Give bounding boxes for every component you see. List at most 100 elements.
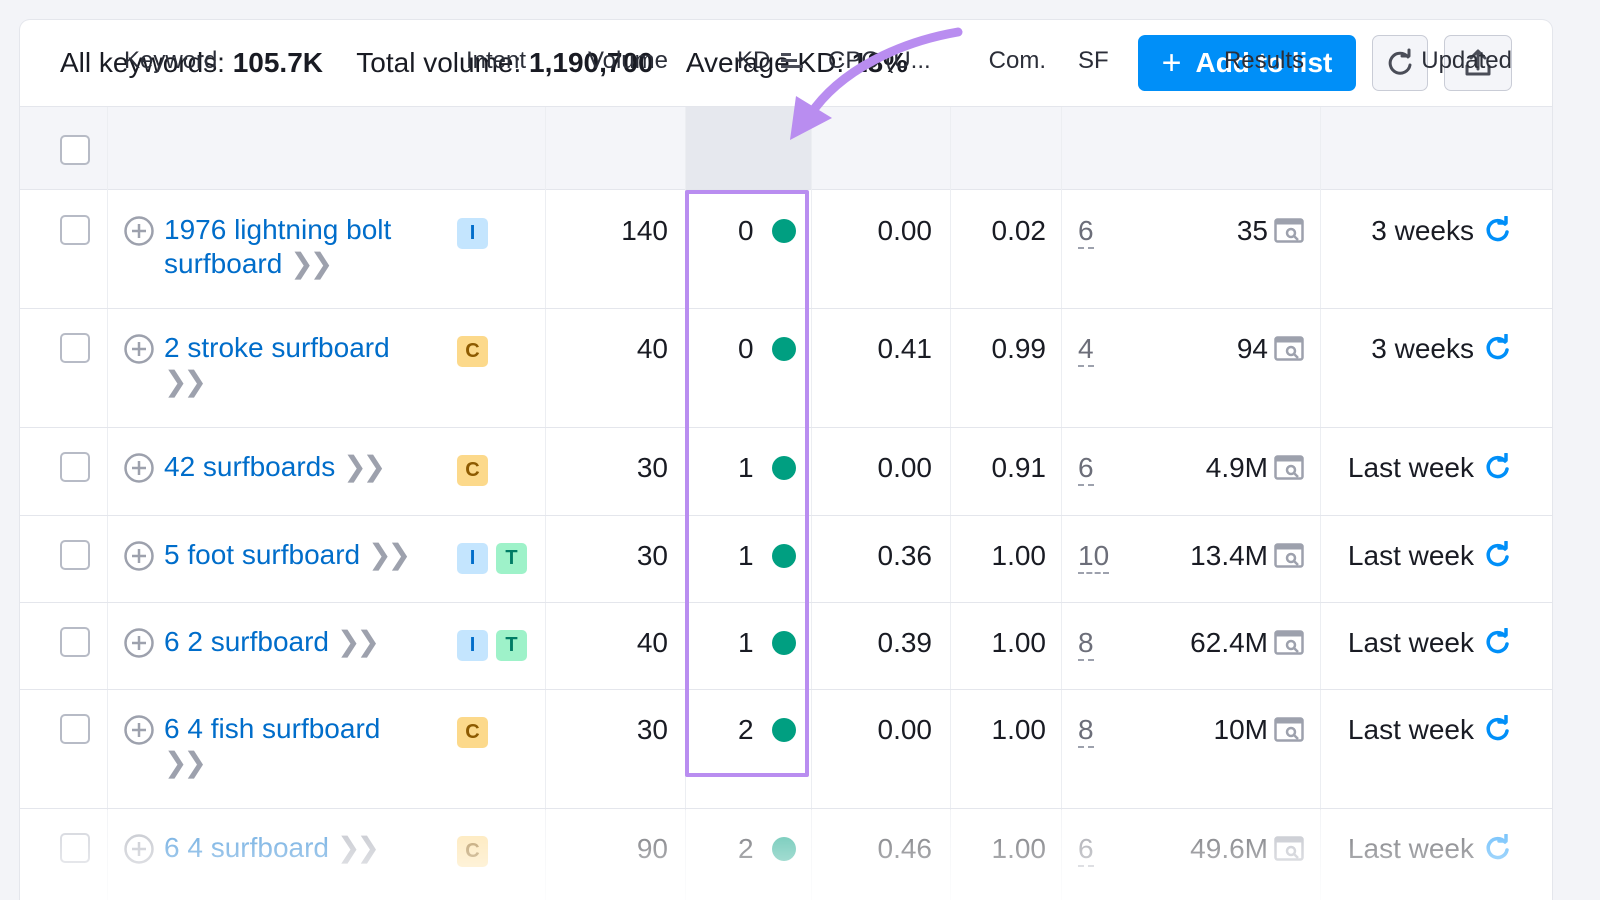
keyword-link[interactable]: 5 foot surfboard ❯❯ [164,538,411,572]
col-keyword[interactable]: Keyword [124,47,218,74]
keyword-text: 5 foot surfboard [164,539,361,570]
volume-value: 140 [621,215,668,246]
refresh-icon[interactable] [1484,334,1512,362]
col-intent[interactable]: Intent [465,47,526,74]
keyword-link[interactable]: 6 4 surfboard ❯❯ [164,831,380,865]
col-divider [545,107,546,900]
sf-cell[interactable]: 4 [1078,333,1094,367]
add-keyword-icon[interactable] [123,627,155,659]
volume-value: 30 [636,452,668,483]
com-value: 1.00 [991,627,1047,658]
sf-cell[interactable]: 8 [1078,627,1094,661]
sf-cell[interactable]: 8 [1078,714,1094,748]
intent-badge: C [457,455,488,486]
kd-indicator-dot [771,337,796,361]
col-sf[interactable]: SF [1078,47,1109,74]
row-checkbox[interactable] [60,333,90,363]
serp-preview-icon[interactable] [1274,630,1304,656]
keyword-link[interactable]: 2 stroke surfboard ❯❯ [164,331,390,399]
add-keyword-icon[interactable] [123,833,155,865]
chevron-double-right-icon[interactable]: ❯❯ [337,626,380,657]
chevron-double-right-icon[interactable]: ❯❯ [164,747,207,778]
col-results[interactable]: Results [1223,47,1304,74]
keyword-line: 5 foot surfboard ❯❯ [164,538,411,572]
add-keyword-icon[interactable] [123,333,155,365]
summary-stats: All keywords: 105.7K Total volume: 1,190… [60,47,934,79]
sf-cell[interactable]: 6 [1078,833,1094,867]
add-keyword-icon[interactable] [123,540,155,572]
col-divider [1061,107,1062,900]
results-cell: 62.4M [1120,627,1304,659]
kd-value: 2 [738,833,754,864]
row-checkbox[interactable] [60,452,90,482]
sf-value[interactable]: 8 [1078,714,1094,748]
chevron-double-right-icon[interactable]: ❯❯ [368,539,411,570]
updated-value: Last week [1347,452,1474,483]
updated-cell: Last week [1320,714,1512,746]
sort-icon [781,53,804,68]
sf-value[interactable]: 6 [1078,452,1094,486]
refresh-icon[interactable] [1484,715,1512,743]
sf-cell[interactable]: 10 [1078,540,1110,574]
serp-preview-icon[interactable] [1274,218,1304,244]
select-all-checkbox[interactable] [60,135,90,165]
col-divider [811,107,812,900]
keyword-link[interactable]: 42 surfboards ❯❯ [164,450,386,484]
volume-value: 30 [636,540,668,571]
refresh-icon[interactable] [1484,453,1512,481]
row-checkbox[interactable] [60,833,90,863]
keyword-link[interactable]: 6 2 surfboard ❯❯ [164,625,380,659]
kd-value: 1 [738,627,754,658]
export-button[interactable] [1444,35,1512,91]
total-volume-value: 1,190,700 [529,47,654,78]
chevron-double-right-icon[interactable]: ❯❯ [164,366,207,397]
sf-value[interactable]: 10 [1078,540,1110,574]
serp-preview-icon[interactable] [1274,455,1304,481]
row-checkbox[interactable] [60,714,90,744]
col-updated[interactable]: Updated [1421,47,1512,74]
export-icon [1465,49,1491,76]
serp-preview-icon[interactable] [1274,336,1304,362]
keyword-text: 6 2 surfboard [164,626,329,657]
sf-cell[interactable]: 6 [1078,215,1094,249]
table-row: 6 4 fish surfboard ❯❯ C 30 2 0.00 1.00 8 10M Last… [20,689,1552,809]
kd-indicator-dot [771,544,796,568]
col-kd[interactable]: KD [737,20,804,102]
refresh-button[interactable] [1372,35,1428,91]
row-checkbox[interactable] [60,627,90,657]
sf-cell[interactable]: 6 [1078,452,1094,486]
refresh-icon[interactable] [1484,834,1512,862]
refresh-icon[interactable] [1484,541,1512,569]
volume-value: 30 [636,714,668,745]
chevron-double-right-icon[interactable]: ❯❯ [337,832,380,863]
keyword-link[interactable]: 1976 lightning bolt surfboard ❯❯ [164,213,391,281]
refresh-icon[interactable] [1484,216,1512,244]
add-to-list-button[interactable]: + Add to list [1138,35,1356,91]
add-keyword-icon[interactable] [123,215,155,247]
sf-value[interactable]: 6 [1078,215,1094,249]
updated-cell: Last week [1320,452,1512,484]
cpc-value: 0.36 [877,540,933,571]
col-volume[interactable]: Volume [587,47,668,74]
chevron-double-right-icon[interactable]: ❯❯ [290,248,333,279]
serp-preview-icon[interactable] [1274,717,1304,743]
kd-value: 1 [738,452,754,483]
add-keyword-icon[interactable] [123,714,155,746]
sf-value[interactable]: 4 [1078,333,1094,367]
kd-value: 1 [738,540,754,571]
keyword-line: ❯❯ [164,365,390,399]
row-checkbox[interactable] [60,215,90,245]
row-checkbox[interactable] [60,540,90,570]
keyword-link[interactable]: 6 4 fish surfboard ❯❯ [164,712,380,780]
add-keyword-icon[interactable] [123,452,155,484]
sf-value[interactable]: 8 [1078,627,1094,661]
updated-cell: 3 weeks [1320,333,1512,365]
serp-preview-icon[interactable] [1274,543,1304,569]
chevron-double-right-icon[interactable]: ❯❯ [343,451,386,482]
sf-value[interactable]: 6 [1078,833,1094,867]
col-com[interactable]: Com. [988,47,1046,74]
updated-value: Last week [1347,540,1474,571]
refresh-icon[interactable] [1484,628,1512,656]
serp-preview-icon[interactable] [1274,836,1304,862]
